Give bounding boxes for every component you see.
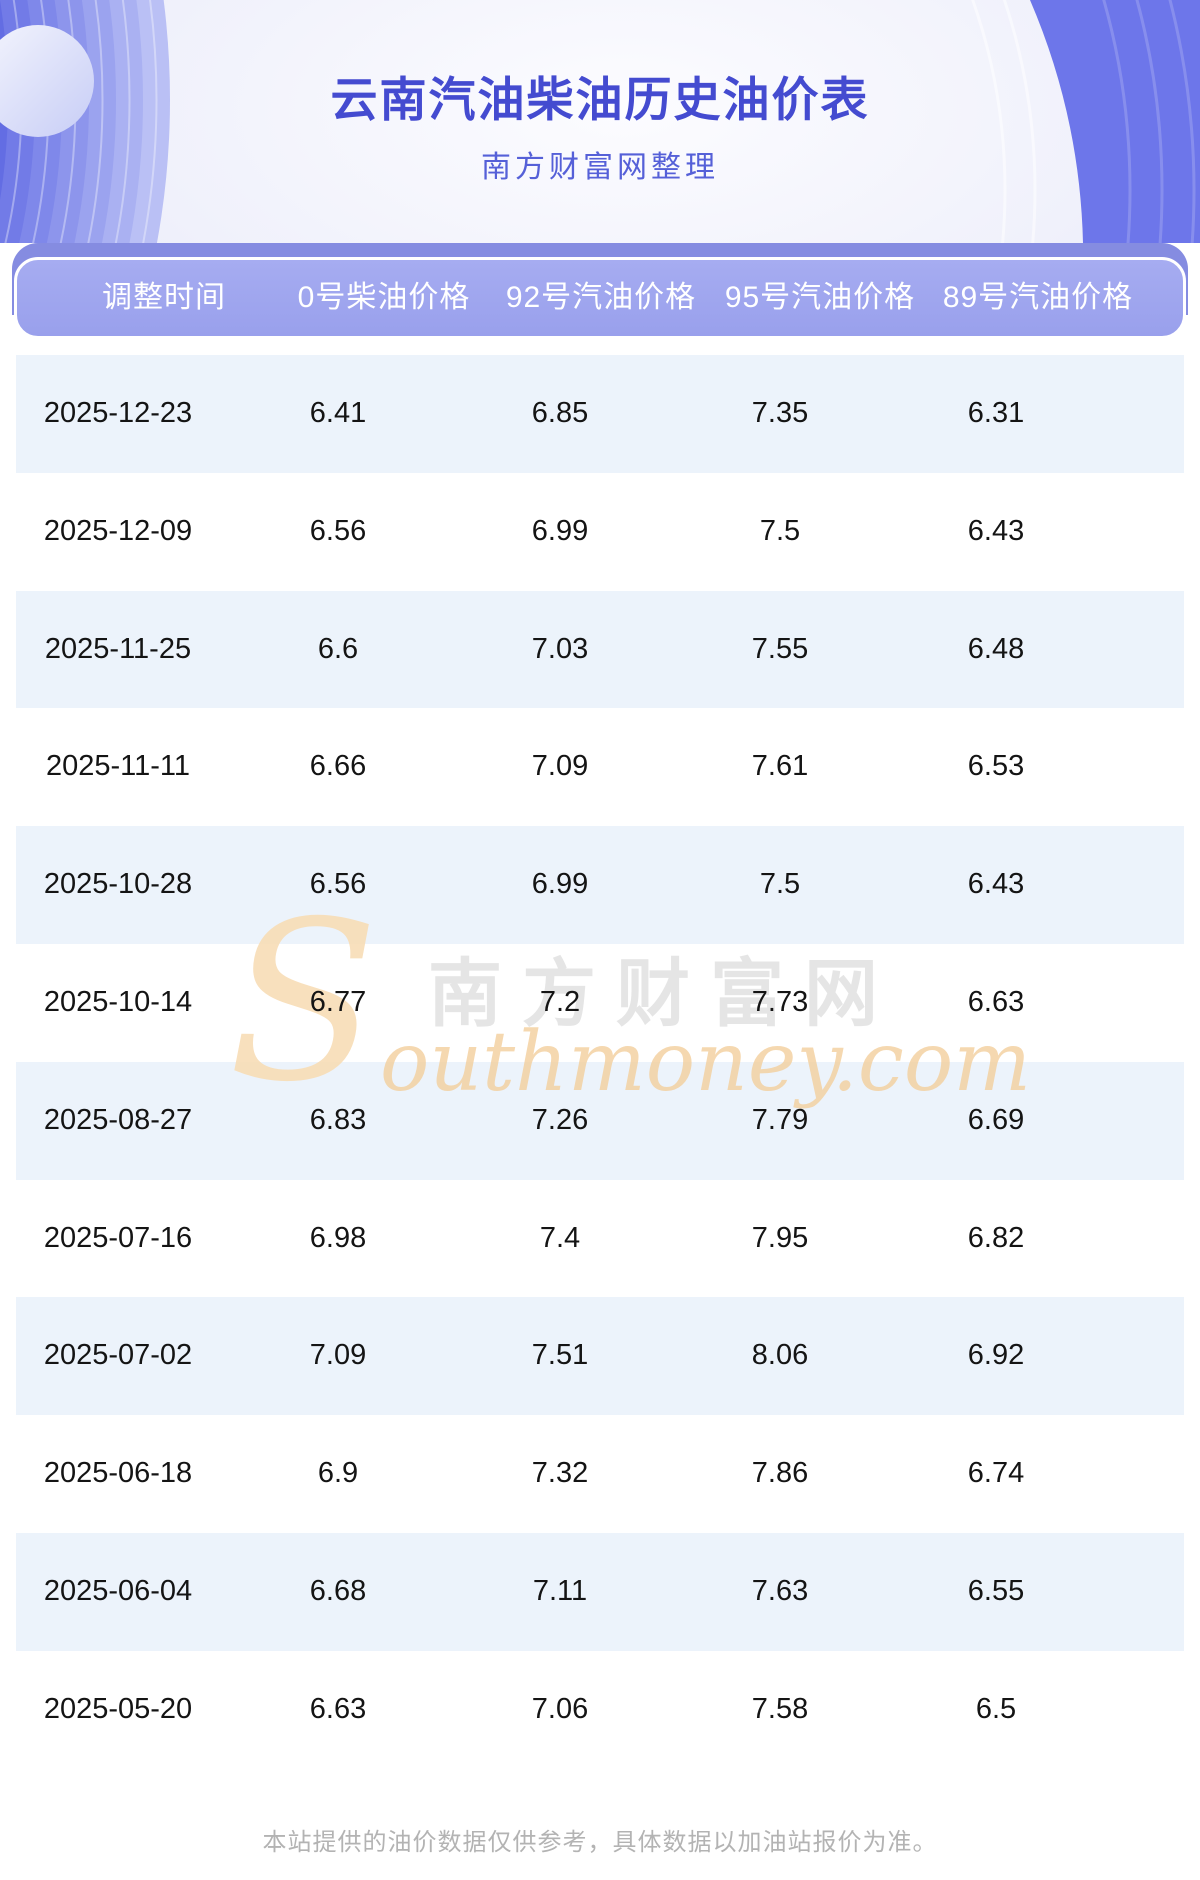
date-cell: 2025-10-14 (43, 985, 193, 1018)
price-cell: 7.51 (531, 1339, 589, 1372)
date-cell: 2025-07-16 (43, 1221, 193, 1254)
date-cell: 2025-06-04 (43, 1574, 193, 1607)
date-cell: 2025-05-20 (43, 1692, 193, 1725)
price-cell: 6.74 (967, 1457, 1025, 1490)
date-cell: 2025-11-25 (44, 632, 192, 665)
price-cell: 6.69 (967, 1103, 1025, 1136)
price-cell: 7.55 (751, 632, 809, 665)
price-cell: 6.56 (309, 868, 367, 901)
price-cell: 7.2 (539, 985, 581, 1018)
price-cell: 6.77 (309, 985, 367, 1018)
price-cell: 7.86 (751, 1457, 809, 1490)
price-cell: 6.6 (317, 632, 359, 665)
price-cell: 6.43 (967, 868, 1025, 901)
price-table-body: 2025-12-23 6.41 6.85 7.35 6.31 2025-12-09 6.56… (16, 355, 1184, 1769)
table-row: 2025-10-28 6.56 6.99 7.5 6.43 (16, 826, 1184, 944)
date-cell: 2025-12-23 (43, 397, 193, 429)
price-cell: 7.32 (531, 1457, 589, 1490)
column-header: 95号汽油价格 (724, 281, 916, 314)
price-cell: 7.63 (751, 1574, 809, 1607)
page-subtitle: 南方财富网整理 (481, 151, 719, 184)
price-cell: 6.66 (309, 750, 367, 783)
price-cell: 7.5 (759, 514, 801, 547)
price-cell: 6.43 (967, 514, 1025, 547)
price-cell: 6.98 (309, 1221, 367, 1254)
price-cell: 7.09 (531, 750, 589, 783)
price-cell: 7.95 (751, 1221, 809, 1254)
date-cell: 2025-07-02 (43, 1339, 193, 1372)
date-cell: 2025-10-28 (43, 868, 193, 901)
price-cell: 7.4 (539, 1221, 581, 1254)
price-cell: 6.56 (309, 514, 367, 547)
price-cell: 7.58 (751, 1692, 809, 1725)
table-row: 2025-12-09 6.56 6.99 7.5 6.43 (16, 473, 1184, 591)
price-cell: 7.73 (751, 985, 809, 1018)
price-cell: 6.83 (309, 1103, 367, 1136)
price-cell: 7.03 (531, 632, 589, 665)
price-cell: 7.26 (531, 1103, 589, 1136)
table-row: 2025-12-23 6.41 6.85 7.35 6.31 (16, 355, 1184, 473)
page-title: 云南汽油柴油历史油价表 (330, 73, 870, 126)
price-cell: 6.82 (967, 1221, 1025, 1254)
price-cell: 6.55 (967, 1574, 1025, 1607)
price-cell: 6.9 (317, 1457, 359, 1490)
price-cell: 7.09 (309, 1339, 367, 1372)
price-cell: 6.99 (531, 514, 589, 547)
table-row: 2025-10-14 6.77 7.2 7.73 6.63 (16, 944, 1184, 1062)
white-circle-ornament (0, 25, 94, 137)
table-row: 2025-06-18 6.9 7.32 7.86 6.74 (16, 1415, 1184, 1533)
column-header: 92号汽油价格 (505, 281, 697, 314)
price-cell: 7.06 (531, 1692, 589, 1725)
price-cell: 7.5 (759, 868, 801, 901)
date-cell: 2025-06-18 (43, 1457, 193, 1490)
table-row: 2025-07-16 6.98 7.4 7.95 6.82 (16, 1180, 1184, 1298)
price-cell: 7.35 (751, 397, 809, 429)
table-row: 2025-05-20 6.63 7.06 7.58 6.5 (16, 1651, 1184, 1769)
price-cell: 7.11 (532, 1574, 588, 1607)
price-cell: 6.5 (975, 1692, 1017, 1725)
price-cell: 6.41 (309, 397, 367, 429)
price-cell: 8.06 (751, 1339, 809, 1372)
price-table-header: 调整时间 0号柴油价格 92号汽油价格 95号汽油价格 89号汽油价格 (14, 257, 1186, 339)
date-cell: 2025-11-11 (45, 750, 191, 783)
table-row: 2025-08-27 6.83 7.26 7.79 6.69 (16, 1061, 1184, 1180)
column-header: 调整时间 (102, 281, 226, 314)
date-cell: 2025-08-27 (43, 1103, 193, 1136)
price-cell: 6.68 (309, 1574, 367, 1607)
price-cell: 6.31 (967, 397, 1025, 429)
price-cell: 6.48 (967, 632, 1025, 665)
table-row: 2025-06-04 6.68 7.11 7.63 6.55 (16, 1532, 1184, 1651)
column-header: 0号柴油价格 (297, 281, 471, 314)
table-row: 2025-11-25 6.6 7.03 7.55 6.48 (16, 590, 1184, 709)
date-cell: 2025-12-09 (43, 514, 193, 547)
price-cell: 6.63 (309, 1692, 367, 1725)
left-arc-decoration (0, 0, 170, 243)
table-row: 2025-11-11 6.66 7.09 7.61 6.53 (16, 708, 1184, 826)
price-cell: 6.53 (967, 750, 1025, 783)
price-cell: 7.79 (751, 1103, 809, 1136)
table-row: 2025-07-02 7.09 7.51 8.06 6.92 (16, 1297, 1184, 1416)
right-arc-decoration (970, 0, 1200, 243)
price-cell: 6.99 (531, 868, 589, 901)
price-cell: 7.61 (751, 750, 809, 783)
price-cell: 6.63 (967, 985, 1025, 1018)
column-header: 89号汽油价格 (942, 281, 1134, 314)
hero-banner: 云南汽油柴油历史油价表 南方财富网整理 (0, 0, 1200, 243)
price-cell: 6.92 (967, 1339, 1025, 1372)
disclaimer-text: 本站提供的油价数据仅供参考，具体数据以加油站报价为准。 (262, 1829, 938, 1856)
price-cell: 6.85 (531, 397, 589, 429)
